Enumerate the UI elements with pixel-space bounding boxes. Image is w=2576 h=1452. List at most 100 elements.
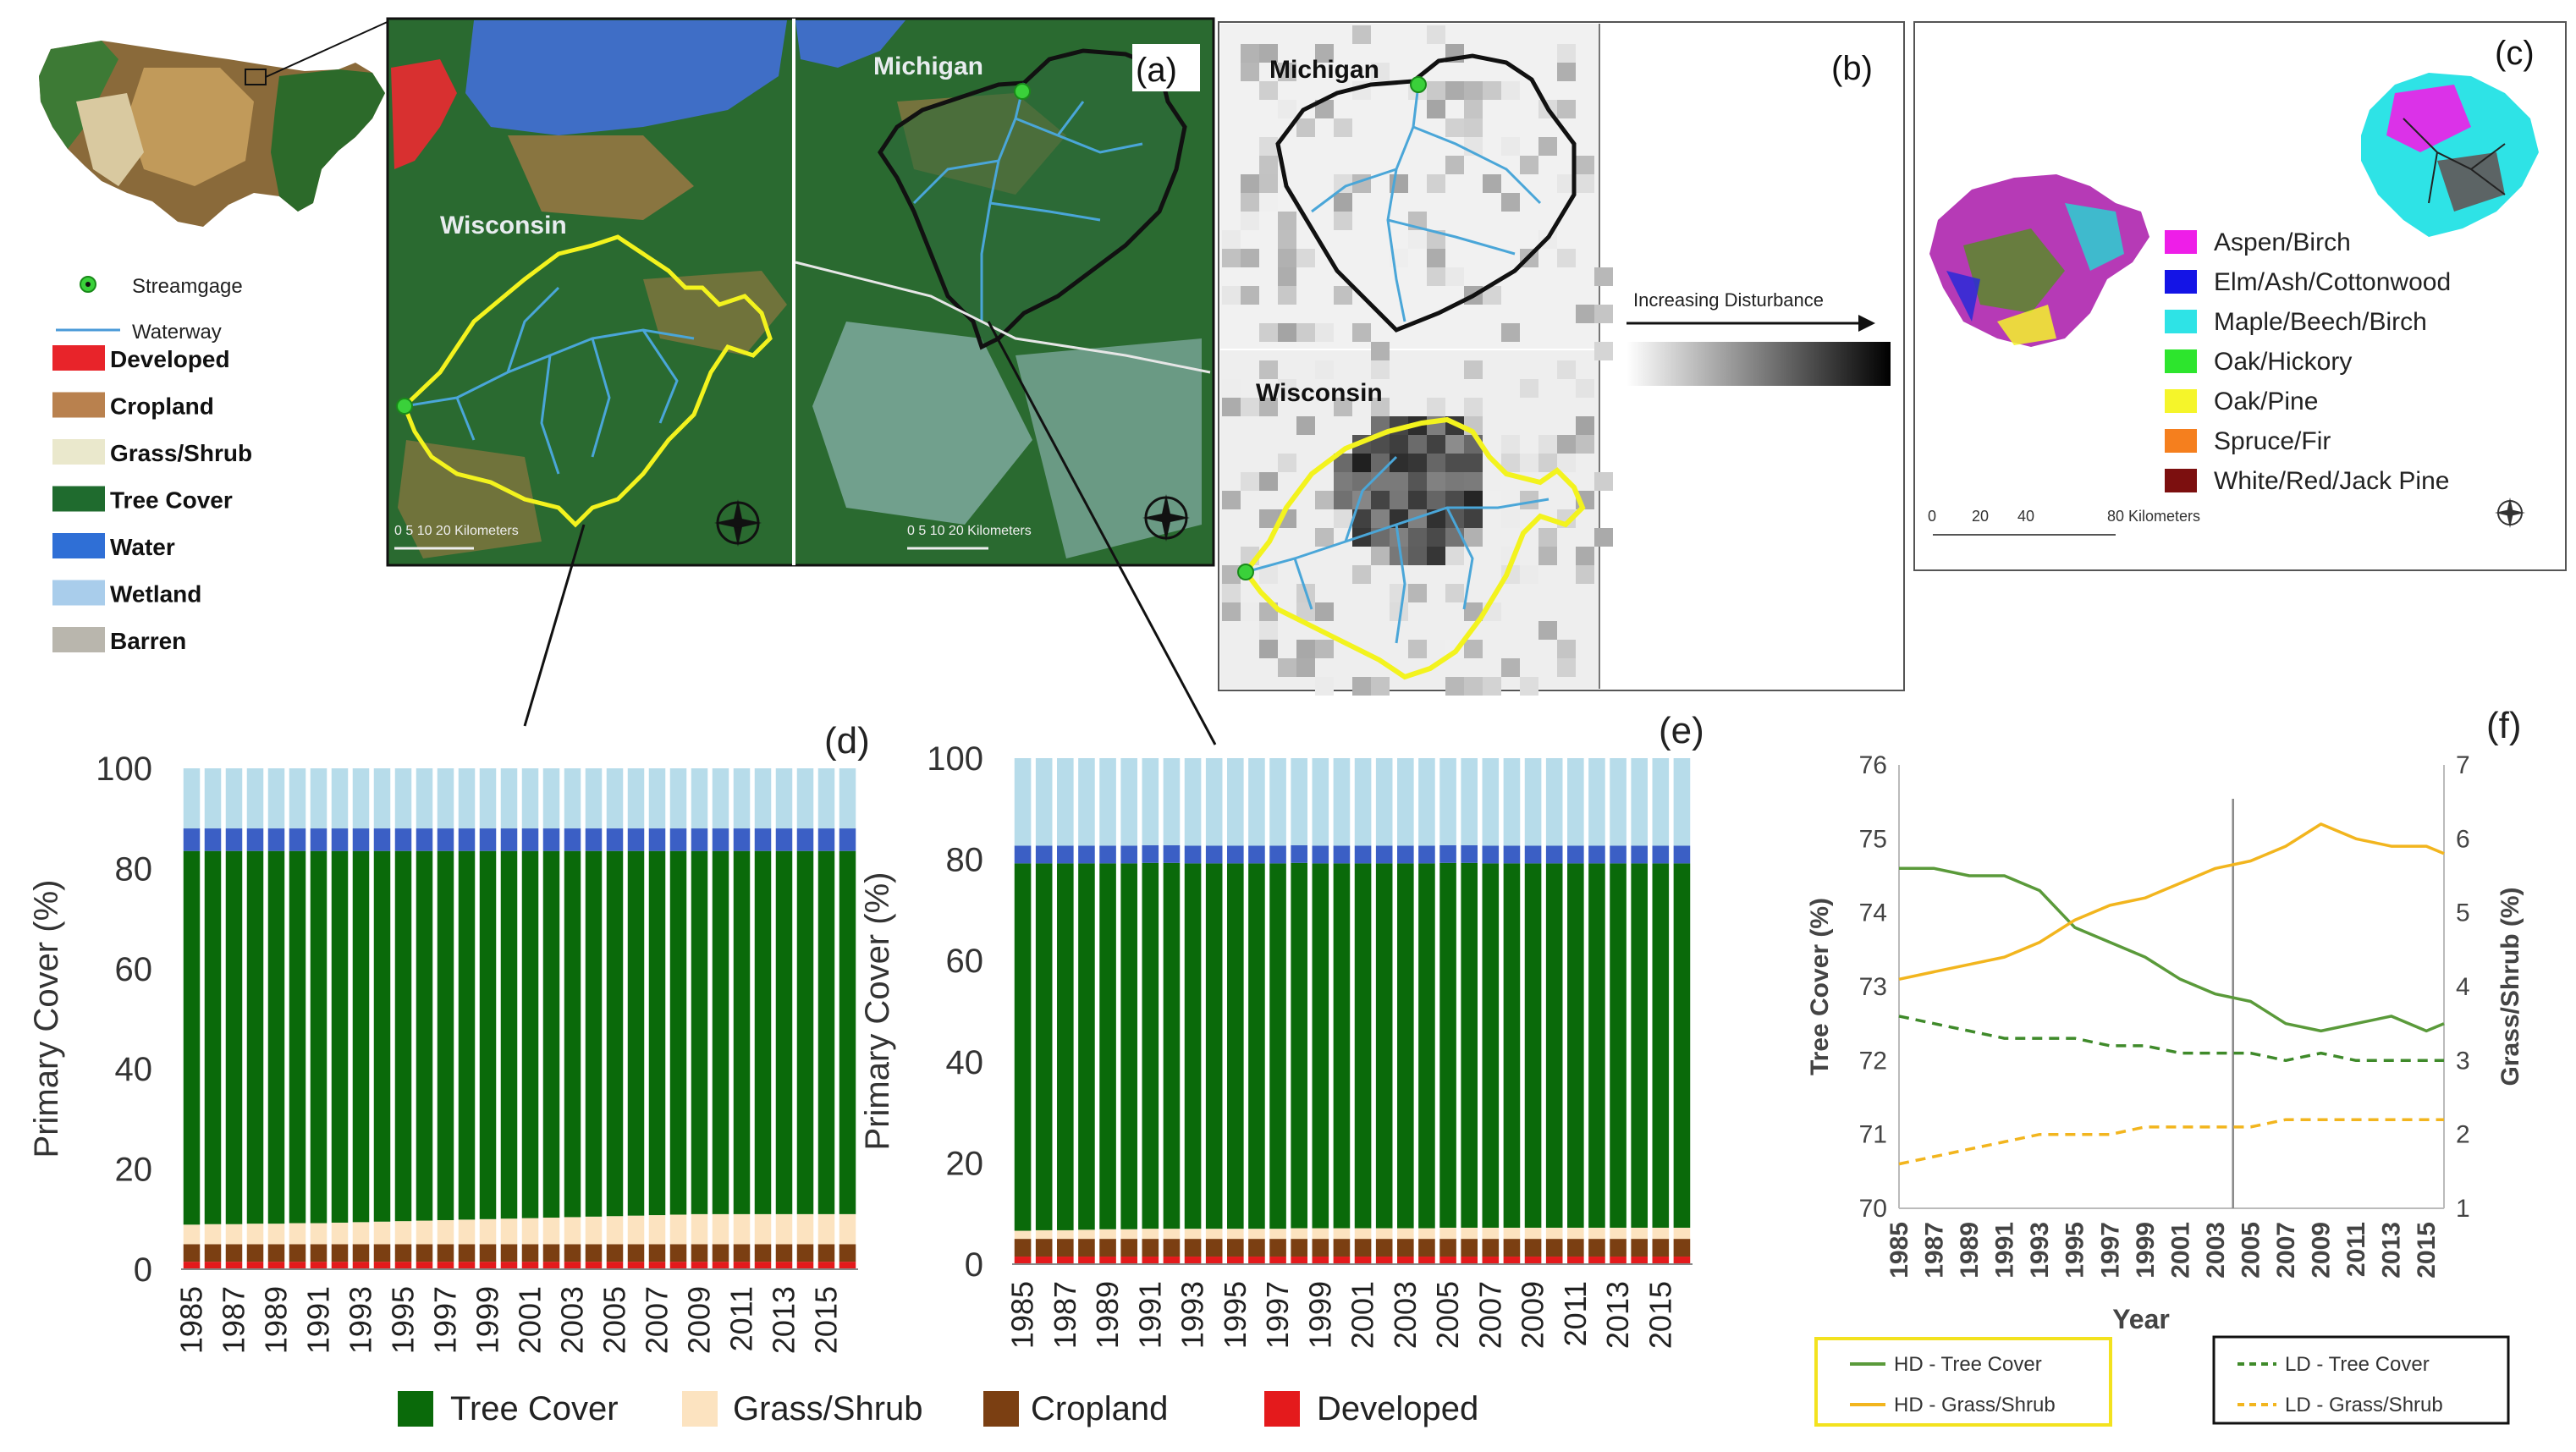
y-tick-label: 80	[115, 850, 153, 888]
bar-segment-developed-1989	[1099, 1257, 1116, 1264]
panel-b-michigan-outline	[1275, 53, 1577, 333]
bar-segment-wetland-1988	[1078, 758, 1095, 846]
bar-segment-grass-shrub-1999	[479, 1218, 497, 1245]
forest-legend-label: Oak/Pine	[2214, 388, 2318, 415]
x-tick-label: 2003	[1388, 1281, 1423, 1349]
bar-segment-water-2002	[1375, 845, 1393, 864]
bar-segment-tree-cover-1998	[458, 850, 476, 1220]
disturbance-pixel	[1408, 584, 1427, 602]
x-tick-label: 2007	[2272, 1222, 2300, 1279]
disturbance-pixel	[1278, 658, 1296, 677]
bar-segment-developed-2015	[817, 1262, 835, 1269]
bar-segment-cropland-1995	[394, 1244, 412, 1262]
panel-b-label: (b)	[1831, 50, 1873, 87]
disturbance-pixel	[1538, 528, 1557, 547]
bar-segment-tree-cover-1998	[1291, 862, 1307, 1229]
disturbance-pixel	[1538, 435, 1557, 454]
bar-segment-grass-shrub-2001	[1354, 1228, 1372, 1240]
disturbance-pixel	[1501, 509, 1520, 528]
bar-segment-wetland-1987	[225, 768, 243, 829]
bar-segment-wetland-1994	[1205, 758, 1223, 846]
disturbance-pixel	[1334, 454, 1352, 472]
bar-segment-water-1989	[1099, 845, 1116, 864]
x-tick-label: 1997	[1260, 1281, 1295, 1349]
bar-segment-developed-1992	[1163, 1257, 1181, 1264]
bar-segment-wetland-2008	[669, 768, 687, 829]
bar-segment-grass-shrub-2009	[1524, 1227, 1542, 1240]
bar-segment-grass-shrub-1992	[1163, 1229, 1181, 1240]
x-tick-label: 1985	[174, 1286, 209, 1354]
disturbance-pixel	[1296, 249, 1315, 267]
x-tick-label: 2011	[724, 1286, 759, 1351]
disturbance-pixel	[1278, 454, 1296, 472]
disturbance-pixel	[1557, 174, 1576, 193]
x-tick-label: 2003	[2202, 1222, 2230, 1279]
disturbance-pixel	[1315, 491, 1334, 509]
bar-segment-cropland-2002	[542, 1244, 560, 1262]
line-chart-legend: HD - Tree Cover HD - Grass/Shrub LD - Tr…	[1814, 1335, 2510, 1427]
bar-segment-wetland-1993	[1184, 758, 1202, 846]
series-line-hd-tree-cover	[1899, 866, 2445, 1033]
disturbance-pixel	[1445, 435, 1464, 454]
bar-segment-cropland-2012	[754, 1244, 772, 1262]
y-tick-label: 40	[115, 1051, 153, 1088]
bar-segment-wetland-2016	[839, 768, 856, 829]
bar-segment-cropland-1990	[1120, 1239, 1137, 1257]
bar-segment-grass-shrub-1998	[458, 1219, 476, 1245]
legend-swatch-barren	[52, 627, 105, 652]
disturbance-pixel	[1222, 602, 1241, 621]
disturbance-pixel	[1371, 360, 1390, 379]
bar-segment-tree-cover-2016	[839, 850, 856, 1214]
x-tick-label: 1999	[471, 1286, 505, 1354]
bar-segment-tree-cover-2016	[1673, 863, 1691, 1228]
disturbance-pixel	[1557, 63, 1576, 81]
bar-segment-water-1986	[204, 828, 222, 851]
bar-segment-wetland-1989	[1099, 758, 1116, 846]
disturbance-pixel	[1557, 249, 1576, 267]
bar-segment-water-1997	[437, 828, 454, 851]
y-tick-label: 0	[134, 1251, 152, 1289]
bar-segment-grass-shrub-2008	[1503, 1227, 1521, 1240]
bar-segment-water-1994	[1205, 845, 1223, 864]
bar-segment-developed-1999	[1312, 1257, 1329, 1264]
disturbance-pixel	[1296, 323, 1315, 342]
bar-segment-wetland-1985	[1014, 758, 1032, 846]
disturbance-pixel	[1296, 416, 1315, 435]
disturbance-pixel	[1222, 640, 1241, 658]
bar-segment-grass-shrub-1996	[1248, 1229, 1265, 1240]
bar-segment-grass-shrub-2012	[1588, 1227, 1605, 1240]
bar-segment-grass-shrub-2015	[817, 1213, 835, 1245]
forest-type-legend: Aspen/Birch Elm/Ash/Cottonwood Maple/Beech…	[2165, 228, 2451, 495]
bar-segment-cropland-1985	[1014, 1239, 1032, 1257]
bar-segment-water-2014	[1631, 845, 1648, 864]
bar-segment-cropland-1999	[479, 1244, 497, 1262]
north-arrow-icon	[1142, 494, 1190, 542]
panel-a-lake-right	[795, 20, 905, 68]
bar-segment-water-2013	[1610, 845, 1627, 864]
disturbance-pixel	[1445, 547, 1464, 565]
disturbance-pixel	[1241, 212, 1259, 230]
disturbance-pixel	[1594, 528, 1613, 547]
disturbance-pixel	[1334, 398, 1352, 416]
x-tick-label: 2011	[1558, 1281, 1593, 1346]
bar-segment-tree-cover-2007	[1482, 863, 1500, 1228]
bar-segment-cropland-2004	[585, 1244, 603, 1262]
bar-segment-cropland-2003	[1397, 1239, 1414, 1257]
bar-segment-developed-2002	[1375, 1257, 1393, 1264]
x-tick-label: 2015	[809, 1286, 844, 1354]
bar-segment-tree-cover-1997	[1269, 863, 1286, 1229]
disturbance-pixel	[1315, 677, 1334, 696]
bar-segment-cropland-2013	[775, 1244, 793, 1262]
disturbance-pixel	[1278, 230, 1296, 249]
disturbance-pixel	[1222, 286, 1241, 305]
bar-segment-tree-cover-2008	[1503, 863, 1521, 1228]
legend-label: Developed	[110, 346, 230, 372]
bar-segment-wetland-2009	[1524, 758, 1542, 846]
x-tick-label: 1995	[386, 1286, 421, 1354]
legend-swatch-water	[52, 533, 105, 558]
bar-segment-cropland-2007	[648, 1244, 666, 1262]
x-tick-label: 1987	[1921, 1222, 1949, 1279]
bar-segment-grass-shrub-1994	[1205, 1229, 1223, 1240]
leader-line-d	[523, 524, 586, 727]
bar-segment-cropland-1991	[310, 1244, 328, 1262]
